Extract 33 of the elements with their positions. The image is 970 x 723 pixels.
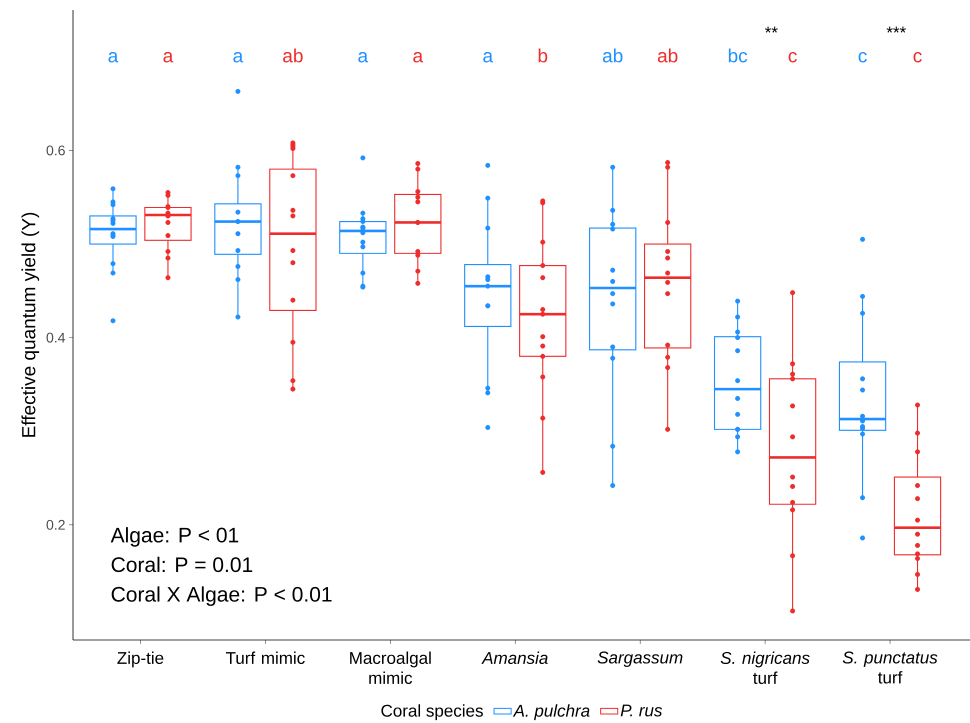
text: ab xyxy=(283,48,303,62)
annotation: Algae: P < 01 xyxy=(110,527,238,547)
y-tick-label: 0.2 xyxy=(46,520,65,530)
annotation: *** xyxy=(886,26,906,33)
x-tick-label: Turf mimic xyxy=(226,652,305,664)
text: bc xyxy=(728,48,748,62)
annotation: Coral: P = 0.01 xyxy=(112,556,252,572)
x-tick-label: Macroalgal mimic xyxy=(350,652,431,684)
x-tick-label: Zip-tie xyxy=(117,652,164,668)
text: a xyxy=(413,52,424,62)
y-tick-label: 0.4 xyxy=(46,332,66,343)
legend-title: Coral species xyxy=(381,704,483,720)
text: a xyxy=(233,52,244,62)
x-tick-label: Amansia xyxy=(481,652,548,664)
text: ab xyxy=(658,48,678,62)
x-tick-label: S. punctatus turf xyxy=(842,652,938,684)
text: a xyxy=(483,52,494,62)
y-axis-title: Effective quantum yield (Y) xyxy=(21,212,40,437)
x-tick-label: S. nigricans turf xyxy=(720,652,810,684)
legend-label: A. pulchra xyxy=(512,704,590,720)
text: a xyxy=(108,52,118,62)
text: c xyxy=(788,52,797,62)
text: c xyxy=(858,52,867,62)
legend-label: P. rus xyxy=(620,704,662,716)
text: a xyxy=(358,52,368,62)
text: ab xyxy=(602,48,622,62)
y-tick-label: 0.6 xyxy=(46,145,65,156)
text: c xyxy=(914,52,922,62)
text: b xyxy=(538,48,548,62)
text: a xyxy=(163,52,174,62)
x-tick-label: Sargassum xyxy=(598,652,682,667)
annotation: Coral X Algae: P < 0.01 xyxy=(112,586,332,606)
annotation: ** xyxy=(765,26,778,33)
